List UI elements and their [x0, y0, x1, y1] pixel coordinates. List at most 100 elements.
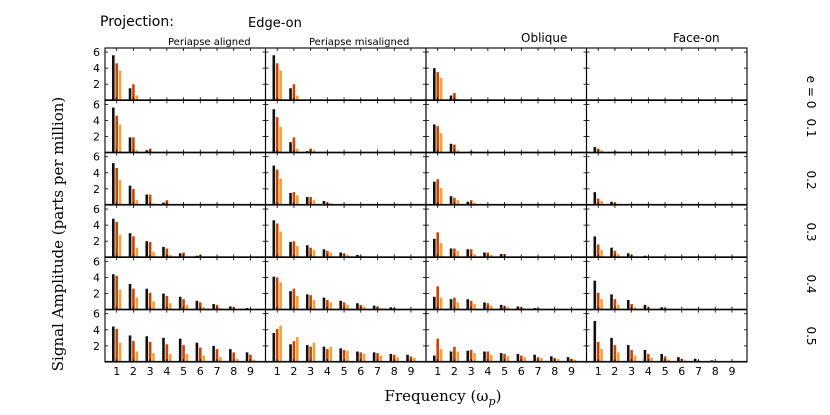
bar-r2-c2-black-1: [433, 181, 436, 205]
bar-r3-c2-orange-4: [489, 254, 493, 258]
bar-r4-c0-black-4: [162, 293, 165, 310]
bar-r0-c0-orange-1: [118, 70, 122, 101]
row-label-e04: 0.4: [804, 274, 818, 294]
y-tick-label: 2: [93, 131, 100, 144]
bar-r5-c1-red-2: [292, 341, 296, 362]
bar-r4-c2-black-3: [466, 299, 470, 310]
bar-r5-c1-red-8: [392, 354, 396, 362]
bar-r5-c0-orange-2: [135, 351, 139, 362]
bar-r5-c0-black-3: [145, 336, 149, 362]
bar-r2-c2-red-2: [453, 197, 456, 205]
bar-r0-c2-orange-1: [439, 77, 443, 101]
bar-r0-c0-black-1: [112, 55, 115, 101]
bar-r4-c3-black-2: [610, 294, 613, 310]
column-title-periapse-aligned: Periapse aligned: [168, 37, 251, 48]
bar-r3-c2-black-3: [466, 249, 470, 258]
bar-r0-c1-red-1: [275, 63, 279, 101]
bar-r5-c3-red-4: [647, 353, 650, 362]
bar-r3-c2-red-2: [453, 248, 456, 258]
bar-r0-c1-orange-1: [279, 70, 282, 101]
bar-r2-c1-orange-3: [312, 200, 316, 205]
bar-r4-c3-red-2: [613, 299, 617, 310]
bar-r5-c0-black-7: [212, 345, 215, 362]
bar-r5-c1-orange-8: [396, 357, 399, 362]
bar-r5-c0-red-8: [232, 352, 236, 362]
bar-r3-c0-black-3: [145, 241, 149, 258]
y-tick-label: 2: [93, 183, 100, 196]
row-label-e0: e = 0: [804, 75, 818, 109]
bar-r5-c1-red-5: [342, 349, 346, 362]
row-label-e03: 0.3: [804, 222, 818, 242]
bar-r4-c1-black-2: [289, 291, 292, 310]
bar-r5-c1-orange-7: [379, 355, 383, 362]
bar-r4-c1-black-1: [272, 276, 276, 310]
bar-r4-c3-red-1: [596, 292, 600, 310]
y-tick-label: 4: [93, 114, 100, 127]
bar-r4-c2-black-5: [499, 304, 503, 310]
bar-r0-c1-red-2: [292, 84, 296, 101]
y-tick-label: 2: [93, 235, 100, 248]
bar-r5-c2-black-8: [550, 356, 553, 362]
y-axis-label: Signal Amplitude (parts per million): [49, 96, 67, 372]
bar-r3-c0-red-1: [115, 221, 118, 258]
bar-r5-c0-orange-9: [252, 359, 256, 362]
bar-r2-c2-red-1: [436, 179, 439, 205]
y-tick-label: 4: [93, 324, 100, 337]
bar-r5-c2-red-2: [453, 346, 456, 362]
bar-r5-c0-orange-5: [185, 353, 189, 362]
bar-r5-c3-red-3: [630, 349, 633, 362]
bar-r2-c2-black-3: [466, 201, 470, 205]
bar-r4-c0-red-2: [132, 288, 135, 310]
bar-r2-c0-orange-2: [135, 200, 139, 205]
bar-r4-c3-black-4: [643, 304, 647, 310]
bar-r3-c2-black-1: [433, 238, 436, 258]
bar-r4-c1-orange-4: [329, 302, 333, 310]
x-tick-label: 9: [568, 365, 575, 378]
bar-r4-c2-orange-2: [456, 302, 460, 310]
bar-r5-c1-black-9: [406, 354, 409, 362]
bar-r5-c3-orange-1: [600, 349, 603, 362]
x-tick-label: 8: [712, 365, 719, 378]
bar-r4-c1-black-6: [356, 303, 359, 310]
panel-frame-r2-c3: [585, 152, 748, 206]
bar-r3-c1-orange-3: [312, 250, 316, 258]
bar-r3-c0-red-3: [148, 242, 152, 258]
bar-r1-c2-red-2: [453, 144, 456, 153]
bar-r5-c0-orange-1: [118, 342, 122, 362]
bar-r1-c1-red-2: [292, 137, 296, 153]
bar-r5-c1-orange-9: [413, 357, 416, 362]
bar-r5-c1-orange-1: [279, 325, 282, 362]
bar-r5-c2-black-9: [566, 357, 570, 362]
bar-r1-c2-red-1: [436, 126, 439, 153]
y-tick-label: 4: [93, 62, 100, 75]
y-tick-label: 6: [93, 46, 100, 59]
bar-r5-c3-orange-4: [650, 357, 654, 362]
y-tick-label: 2: [93, 288, 100, 301]
bar-r3-c1-red-2: [292, 241, 296, 258]
bar-r5-c0-red-3: [148, 341, 152, 362]
x-tick-label: 1: [113, 365, 120, 378]
x-tick-label: 6: [357, 365, 364, 378]
bar-r4-c3-orange-1: [600, 299, 603, 310]
bar-r3-c1-black-1: [272, 220, 276, 258]
bar-r3-c1-black-5: [339, 252, 342, 258]
bar-r5-c3-black-3: [626, 345, 630, 362]
bar-r3-c0-orange-2: [135, 247, 139, 258]
bar-r3-c3-red-2: [613, 250, 617, 258]
bar-r5-c1-orange-5: [346, 350, 349, 362]
bar-r5-c0-black-9: [245, 352, 249, 362]
bar-r5-c2-red-5: [503, 353, 506, 362]
bar-r4-c1-red-5: [342, 302, 346, 310]
x-tick-label: 4: [645, 365, 652, 378]
bar-r5-c1-black-7: [372, 352, 376, 362]
bar-r4-c1-orange-1: [279, 282, 282, 310]
bar-r5-c0-red-2: [132, 341, 135, 362]
x-axis-label-close: ): [495, 387, 502, 405]
bar-r3-c2-black-2: [449, 248, 453, 258]
bar-r5-c2-orange-9: [573, 359, 577, 362]
bar-r3-c0-orange-4: [168, 254, 172, 258]
bar-r5-c1-red-4: [326, 349, 329, 362]
bar-r2-c1-orange-1: [279, 178, 282, 205]
bar-r5-c0-orange-8: [235, 358, 239, 362]
panel-frame-r0-c2: [425, 47, 588, 101]
